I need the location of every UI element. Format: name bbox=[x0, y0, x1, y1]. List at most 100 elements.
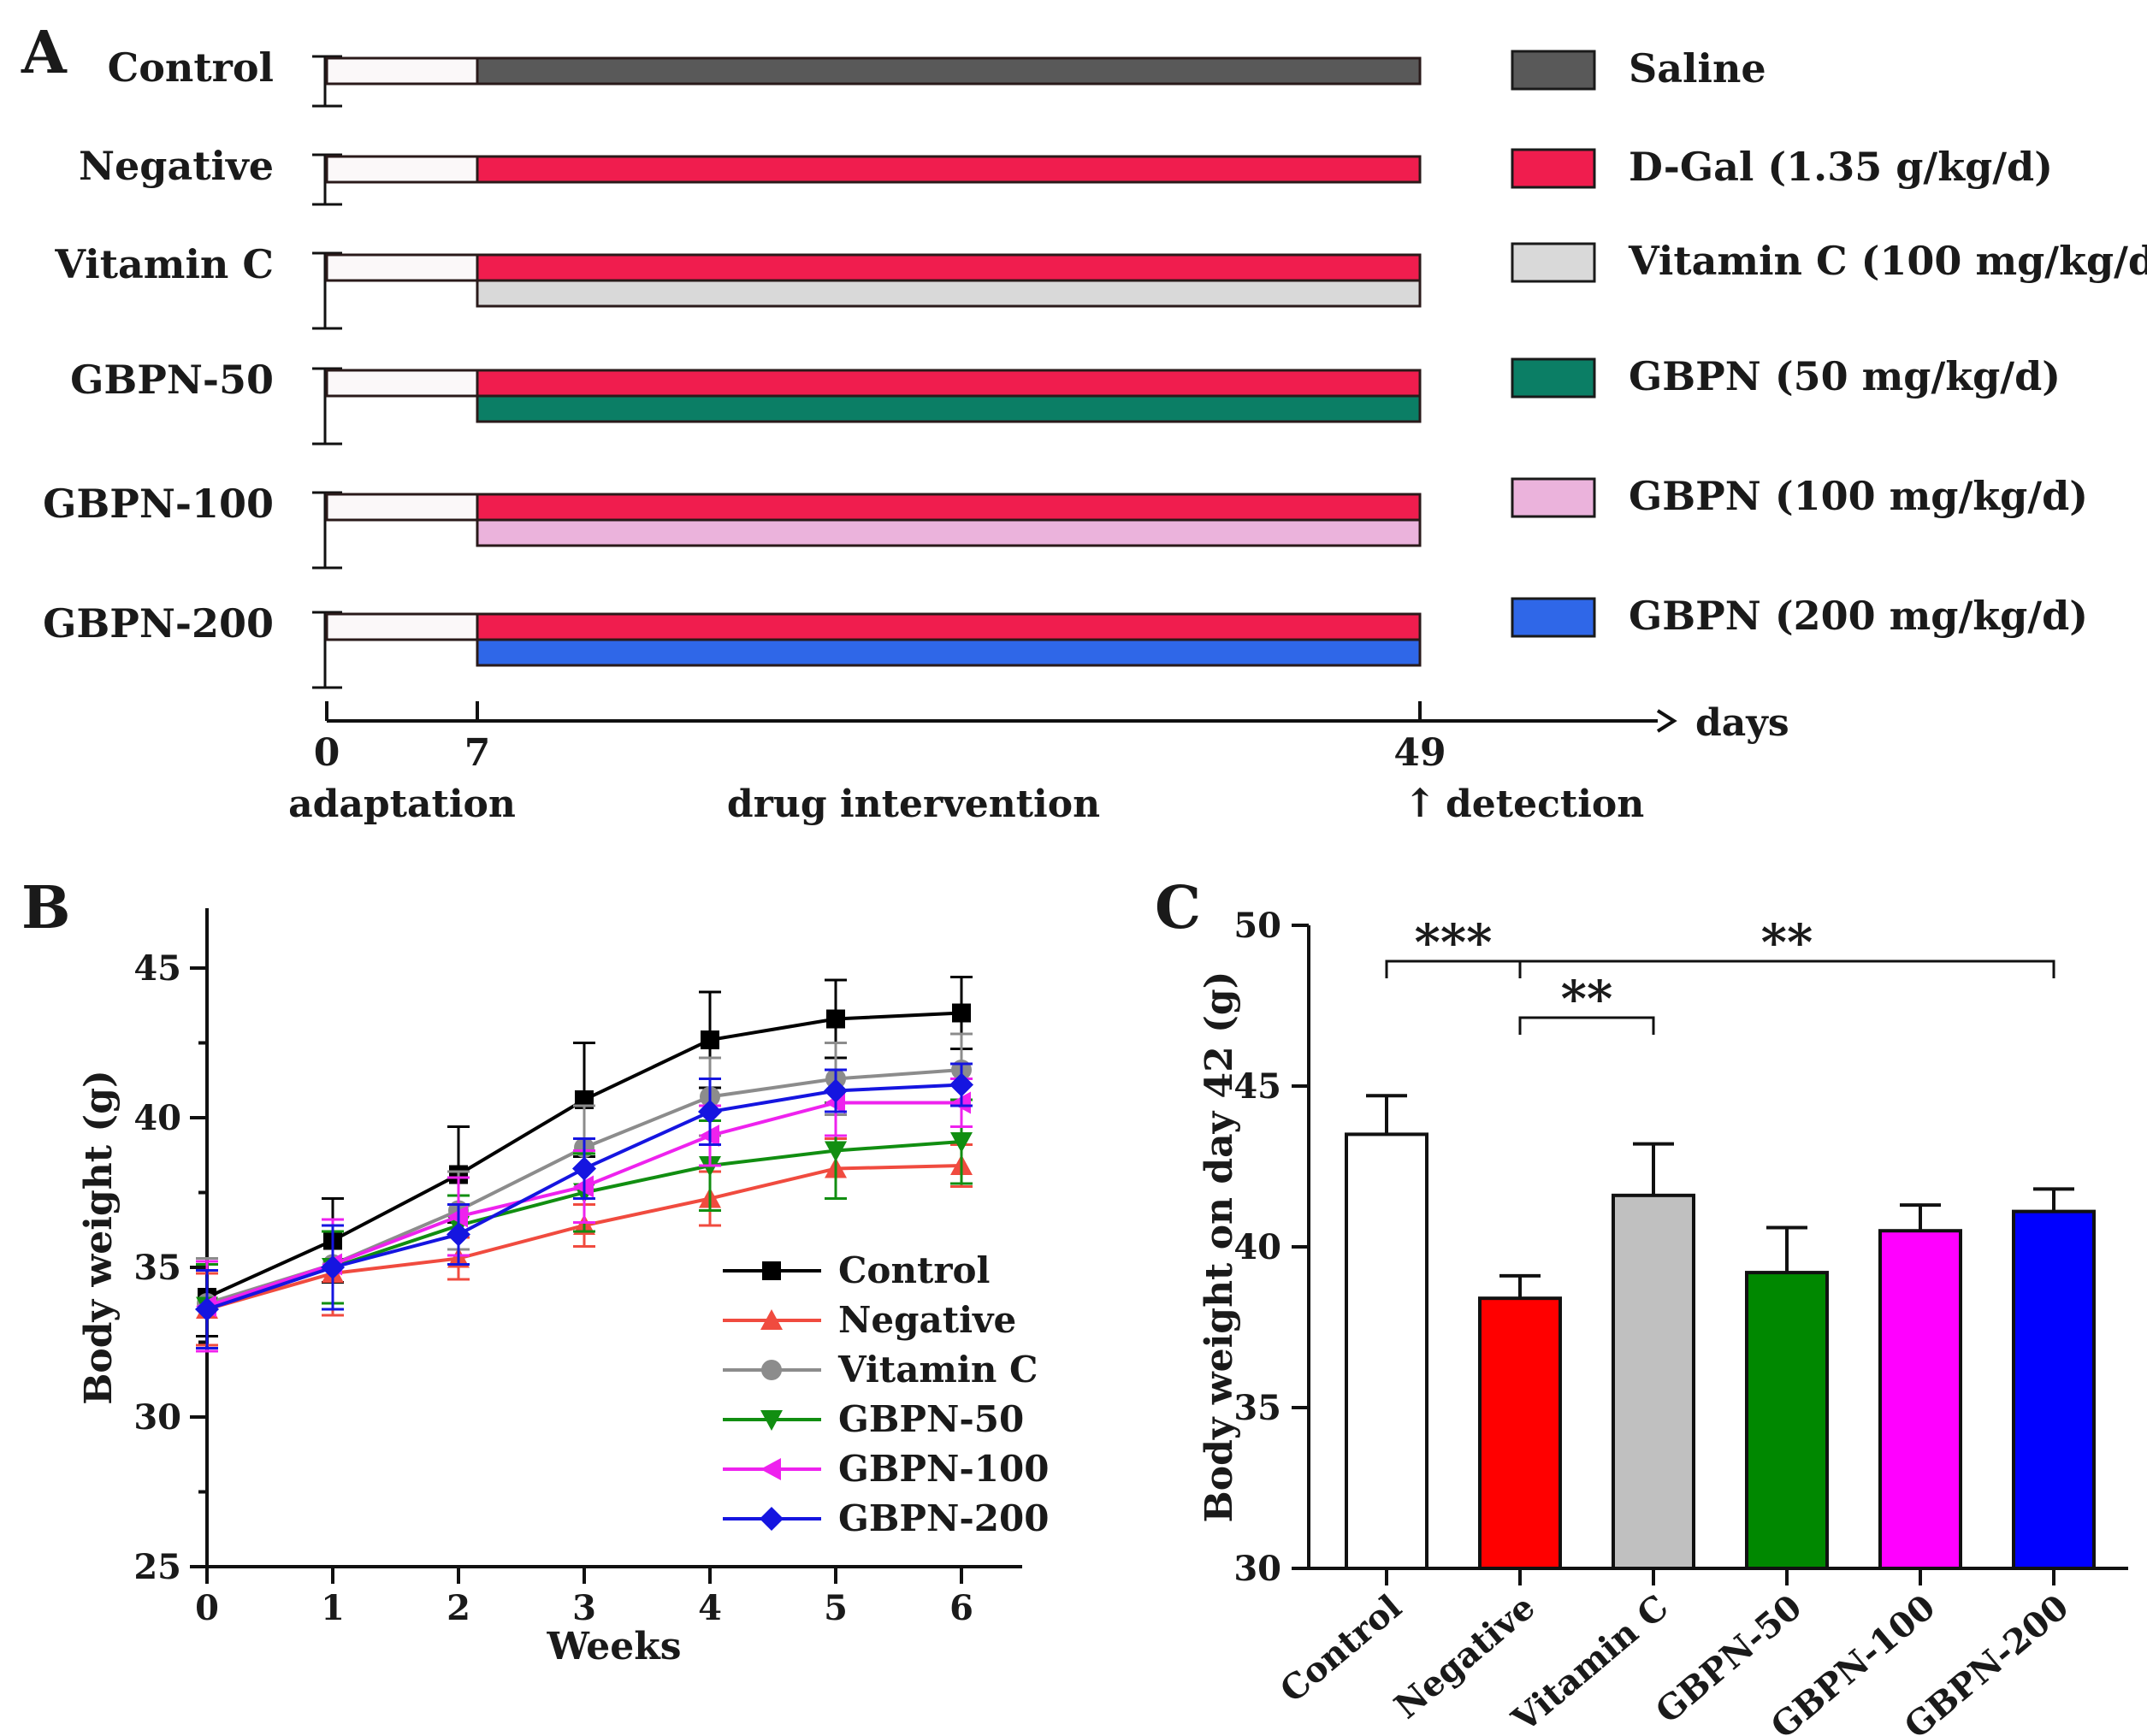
treatment-bar bbox=[476, 394, 1422, 423]
legend-item-d-gal-1-35-g-kg-d-: D-Gal (1.35 g/kg/d) bbox=[1511, 144, 2053, 190]
legend-swatch bbox=[1511, 477, 1596, 518]
group-label: GBPN-100 bbox=[43, 481, 274, 527]
legend-item-gbpn-50-mg-kg-d-: GBPN (50 mg/kg/d) bbox=[1511, 353, 2061, 399]
legend-item-gbpn-100-mg-kg-d-: GBPN (100 mg/kg/d) bbox=[1511, 473, 2088, 519]
bracket-line bbox=[1518, 1016, 1655, 1035]
timeline-tick-49: 49 bbox=[1393, 731, 1446, 775]
legend-swatch bbox=[1511, 357, 1596, 399]
significance-label: ** bbox=[1761, 913, 1813, 971]
legend-label: GBPN-100 bbox=[838, 1448, 1049, 1490]
data-point bbox=[825, 1141, 847, 1162]
legend-item-saline: Saline bbox=[1511, 45, 1766, 92]
y-tick-label: 45 bbox=[1233, 1066, 1281, 1107]
phase-adaptation: adaptation bbox=[288, 782, 516, 826]
y-tick-label: 40 bbox=[1233, 1227, 1281, 1267]
adaptation-bar bbox=[325, 155, 479, 184]
x-tick-label: 2 bbox=[447, 1588, 470, 1628]
schedule-row-gbpn-200: GBPN-200 bbox=[43, 600, 1422, 689]
chart-b-axes bbox=[205, 908, 1022, 1568]
bracket-line bbox=[1518, 960, 2055, 978]
chart-c-ylabel: Body weight on day 42 (g) bbox=[1198, 971, 1241, 1523]
x-tick-label: 5 bbox=[824, 1588, 848, 1628]
data-point bbox=[447, 1222, 470, 1247]
legend-label: GBPN (200 mg/kg/d) bbox=[1629, 593, 2088, 639]
legend-label: Negative bbox=[838, 1299, 1016, 1341]
treatment-bar bbox=[476, 155, 1422, 184]
panel-c: C 30 35 40 45 50 Body weight on day 42 (g) C… bbox=[1155, 874, 2128, 1736]
legend-swatch bbox=[1511, 242, 1596, 283]
bar bbox=[1345, 1132, 1428, 1571]
legend-label: GBPN (100 mg/kg/d) bbox=[1629, 473, 2088, 519]
x-tick-label: 1 bbox=[321, 1588, 345, 1628]
series-gbpn-200 bbox=[195, 1062, 973, 1349]
bar-group-control: Control bbox=[1273, 1094, 1428, 1711]
legend-item-gbpn-200-mg-kg-d-: GBPN (200 mg/kg/d) bbox=[1511, 593, 2088, 639]
bar bbox=[1478, 1296, 1562, 1571]
legend-label: GBPN-50 bbox=[838, 1398, 1024, 1440]
significance-label: *** bbox=[1415, 913, 1493, 971]
timeline: 0 7 49 days adaptation drug intervention… bbox=[288, 701, 1789, 826]
bar bbox=[1878, 1229, 1962, 1570]
group-label: GBPN-200 bbox=[43, 600, 274, 647]
x-tick-label: Control bbox=[1273, 1587, 1410, 1711]
x-tick-label: 4 bbox=[698, 1588, 722, 1628]
significance-label: ** bbox=[1561, 970, 1613, 1028]
treatment-bar bbox=[476, 638, 1422, 667]
chart-b-legend: Control Negative Vitamin C GBPN-50 GBPN-100 G… bbox=[723, 1249, 1049, 1539]
group-label: Control bbox=[108, 44, 274, 91]
treatment-bar bbox=[476, 56, 1422, 86]
group-label: Vitamin C bbox=[54, 241, 274, 287]
legend-label: GBPN (50 mg/kg/d) bbox=[1629, 353, 2061, 399]
treatment-bar bbox=[476, 612, 1422, 641]
legend-item-vitamin-c-100-mg-kg-d-: Vitamin C (100 mg/kg/d) bbox=[1511, 238, 2147, 284]
data-point bbox=[760, 1458, 781, 1480]
chart-c-significance: ******* bbox=[1385, 913, 2055, 1035]
data-point bbox=[950, 1132, 973, 1153]
phase-detection: detection bbox=[1446, 782, 1644, 826]
x-tick-label: 3 bbox=[572, 1588, 596, 1628]
adaptation-bar bbox=[325, 493, 479, 522]
legend-entry-gbpn-50: GBPN-50 bbox=[723, 1398, 1024, 1440]
adaptation-bar bbox=[325, 369, 479, 398]
schedule-row-vitamin-c: Vitamin C bbox=[54, 241, 1422, 330]
data-point bbox=[762, 1261, 781, 1280]
chart-b-ylabel: Body weight (g) bbox=[77, 1070, 121, 1405]
y-tick-label: 45 bbox=[133, 948, 181, 989]
data-point bbox=[952, 1003, 971, 1023]
data-point bbox=[760, 1507, 784, 1531]
y-tick-label: 50 bbox=[1233, 906, 1281, 946]
adaptation-bar bbox=[325, 56, 479, 86]
legend-entry-gbpn-200: GBPN-200 bbox=[723, 1497, 1049, 1539]
y-tick-label: 25 bbox=[133, 1547, 181, 1587]
adaptation-bar bbox=[325, 612, 479, 641]
significance-bracket: *** bbox=[1385, 913, 1522, 978]
phase-drug-intervention: drug intervention bbox=[727, 782, 1100, 826]
significance-bracket: ** bbox=[1518, 970, 1655, 1035]
x-tick-label: 0 bbox=[195, 1588, 219, 1628]
data-point bbox=[949, 1072, 973, 1097]
group-label: GBPN-50 bbox=[70, 357, 274, 403]
y-tick-label: 40 bbox=[133, 1098, 181, 1138]
data-point bbox=[826, 1009, 845, 1029]
legend-entry-control: Control bbox=[723, 1249, 990, 1291]
data-point bbox=[824, 1078, 848, 1103]
timeline-tick-0: 0 bbox=[314, 731, 340, 775]
adaptation-bar bbox=[325, 253, 479, 282]
legend-label: GBPN-200 bbox=[838, 1497, 1049, 1539]
bar bbox=[1612, 1193, 1695, 1570]
chart-c-y-ticks: 30 35 40 45 50 bbox=[1233, 906, 1309, 1589]
chart-b-xlabel: Weeks bbox=[546, 1625, 681, 1668]
data-point bbox=[698, 1100, 722, 1124]
treatment-bar bbox=[476, 279, 1422, 308]
bar bbox=[1745, 1271, 1829, 1570]
schedule-row-negative: Negative bbox=[79, 143, 1422, 206]
schedule-row-gbpn-100: GBPN-100 bbox=[43, 481, 1422, 570]
legend-entry-gbpn-100: GBPN-100 bbox=[723, 1448, 1049, 1490]
treatment-bar bbox=[476, 369, 1422, 398]
legend-entry-negative: Negative bbox=[723, 1299, 1016, 1341]
chart-c-axes bbox=[1307, 925, 2128, 1570]
legend-label: Saline bbox=[1629, 45, 1766, 92]
data-point bbox=[760, 1410, 783, 1431]
bar bbox=[2012, 1209, 2096, 1570]
